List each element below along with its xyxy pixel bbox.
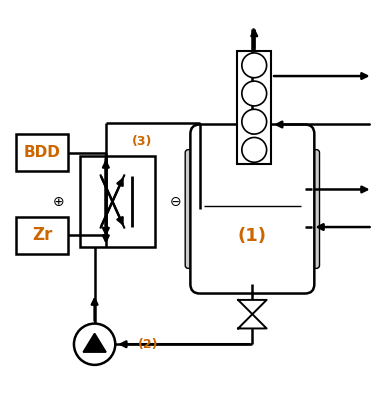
Polygon shape <box>238 314 267 328</box>
Circle shape <box>242 81 267 106</box>
Text: ⊖: ⊖ <box>170 195 181 208</box>
Circle shape <box>242 53 267 78</box>
Polygon shape <box>238 300 267 314</box>
Bar <box>16 216 68 254</box>
Text: BDD: BDD <box>24 145 60 160</box>
Text: Zr: Zr <box>32 226 52 244</box>
Text: ⊕: ⊕ <box>53 195 65 208</box>
Circle shape <box>242 109 267 134</box>
Text: (3): (3) <box>132 135 153 148</box>
Bar <box>80 156 155 247</box>
FancyBboxPatch shape <box>185 150 203 268</box>
Bar <box>16 134 68 171</box>
Text: (2): (2) <box>138 338 158 351</box>
Polygon shape <box>83 334 106 352</box>
FancyBboxPatch shape <box>302 150 320 268</box>
Circle shape <box>242 137 267 162</box>
Text: (1): (1) <box>238 227 267 245</box>
FancyBboxPatch shape <box>190 125 314 293</box>
Bar <box>238 51 271 164</box>
Circle shape <box>74 324 115 365</box>
